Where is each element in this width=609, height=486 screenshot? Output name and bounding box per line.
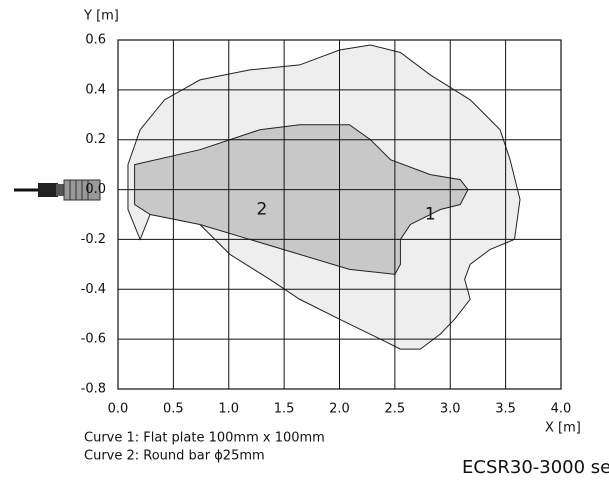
x-tick-label: 2.5 — [385, 402, 406, 417]
y-tick-label: -0.4 — [81, 282, 106, 297]
y-tick-label: 0.4 — [85, 82, 106, 97]
sensor-icon — [14, 179, 101, 201]
y-tick-label: -0.2 — [81, 232, 106, 247]
curve-label: 2 — [257, 200, 268, 220]
x-tick-label: 0.5 — [163, 402, 184, 417]
x-tick-label: 1.0 — [218, 402, 239, 417]
x-tick-label: 3.5 — [495, 402, 516, 417]
x-tick-label: 0.0 — [108, 402, 129, 417]
y-axis-label: Y [m] — [83, 9, 119, 24]
y-tick-label: 0.0 — [85, 182, 106, 197]
x-tick-label: 1.5 — [274, 402, 295, 417]
caption: Curve 1: Flat plate 100mm x 100mm — [84, 431, 325, 446]
x-axis-label: X [m] — [545, 421, 581, 436]
plot-frame — [117, 39, 562, 390]
y-tick-label: -0.8 — [81, 382, 106, 397]
caption: Curve 2: Round bar ϕ25mm — [84, 449, 265, 464]
y-tick-label: 0.6 — [85, 33, 106, 48]
y-tick-label: -0.6 — [81, 332, 106, 347]
detection-area — [134, 124, 469, 275]
x-tick-label: 4.0 — [551, 402, 572, 417]
footer: ECSR30-3000 series — [462, 457, 609, 478]
x-tick-label: 2.0 — [329, 402, 350, 417]
y-tick-label: 0.2 — [85, 132, 106, 147]
curve-label: 1 — [425, 205, 436, 225]
x-tick-label: 3.0 — [440, 402, 461, 417]
